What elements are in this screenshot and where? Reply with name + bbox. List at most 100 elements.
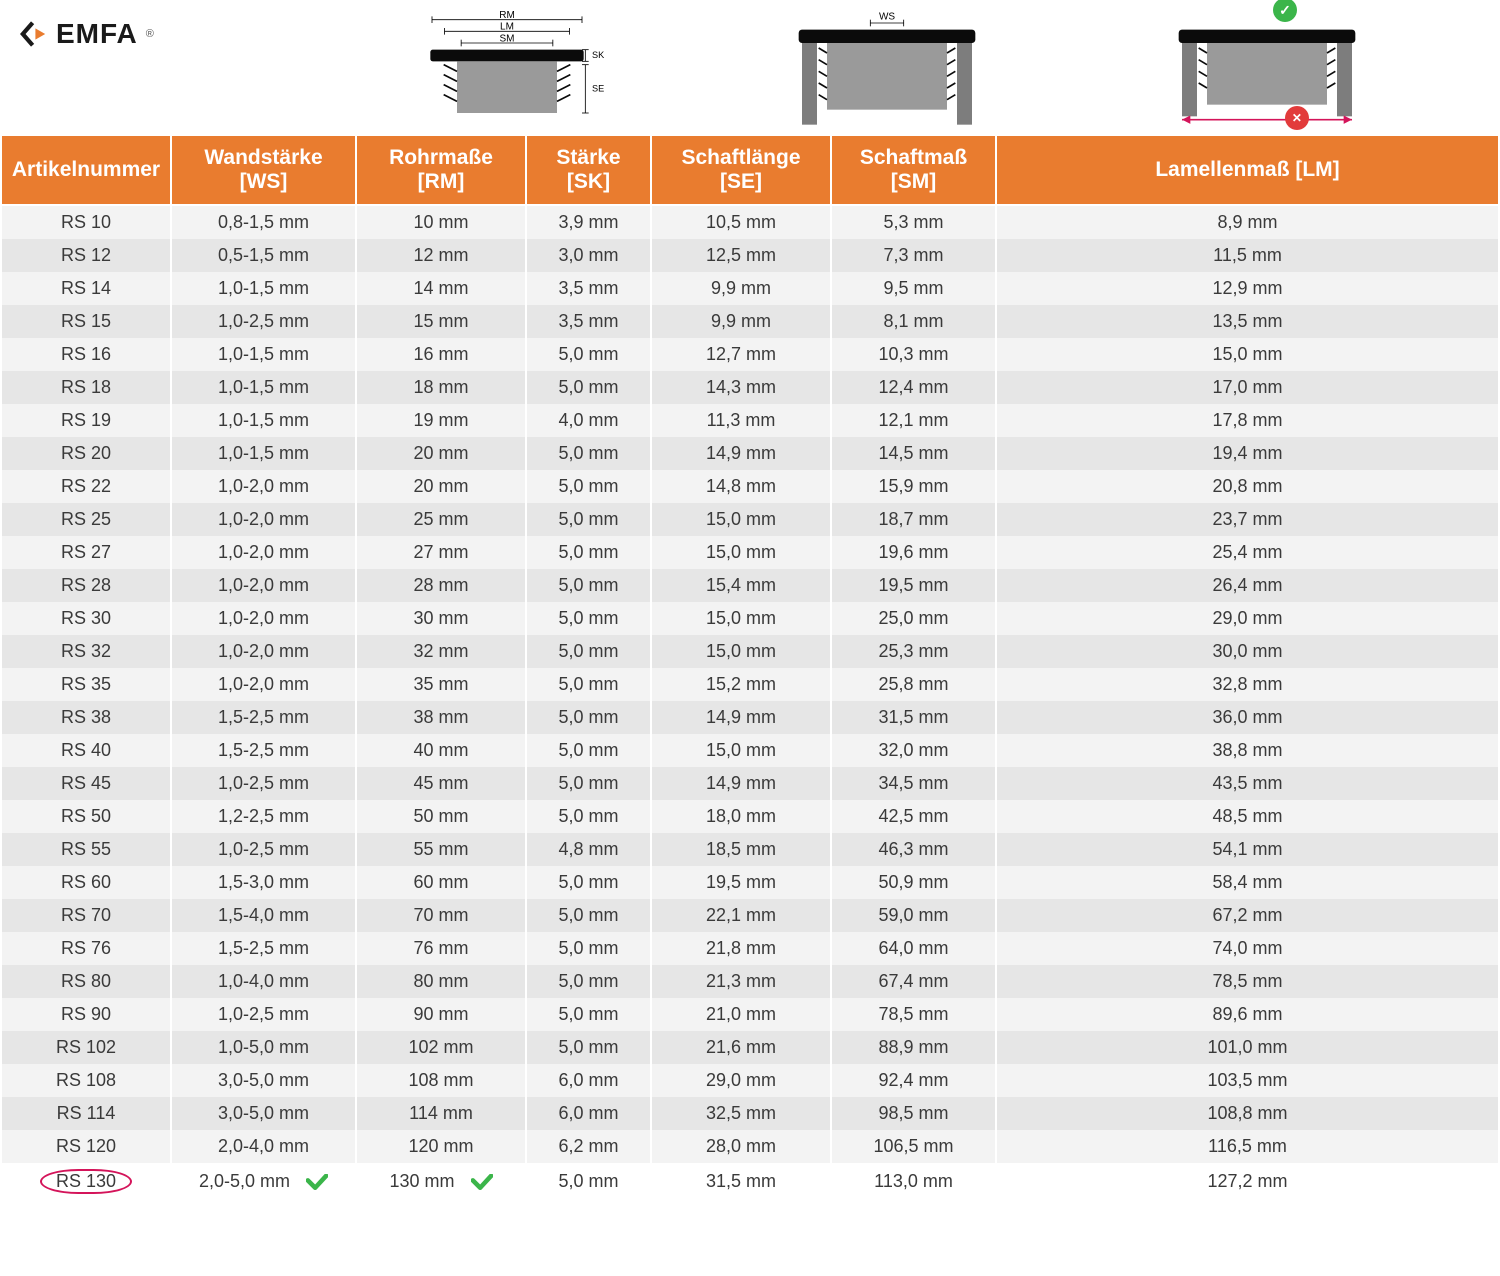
table-row: RS 321,0-2,0 mm32 mm5,0 mm15,0 mm25,3 mm… (1, 635, 1499, 668)
table-cell: 1,0-2,0 mm (171, 536, 356, 569)
table-cell: 78,5 mm (996, 965, 1499, 998)
table-cell: 1,0-2,5 mm (171, 767, 356, 800)
table-cell: 12,1 mm (831, 404, 996, 437)
table-cell: 14,5 mm (831, 437, 996, 470)
table-cell: 21,6 mm (651, 1031, 831, 1064)
table-cell: RS 55 (1, 833, 171, 866)
table-cell: 50,9 mm (831, 866, 996, 899)
table-cell: 18 mm (356, 371, 526, 404)
table-cell: 19 mm (356, 404, 526, 437)
table-cell: 25 mm (356, 503, 526, 536)
table-cell: 15,9 mm (831, 470, 996, 503)
table-row: RS 151,0-2,5 mm15 mm3,5 mm9,9 mm8,1 mm13… (1, 305, 1499, 338)
table-cell: 1,5-3,0 mm (171, 866, 356, 899)
table-cell: 67,4 mm (831, 965, 996, 998)
table-row: RS 1302,0-5,0 mm130 mm5,0 mm31,5 mm113,0… (1, 1163, 1499, 1200)
table-cell: 1,0-2,0 mm (171, 470, 356, 503)
table-cell: 35 mm (356, 668, 526, 701)
table-cell: 5,0 mm (526, 899, 651, 932)
table-cell: RS 108 (1, 1064, 171, 1097)
svg-text:RM: RM (499, 10, 515, 21)
table-cell: 70 mm (356, 899, 526, 932)
table-cell: RS 14 (1, 272, 171, 305)
table-cell: 25,3 mm (831, 635, 996, 668)
table-cell: 1,0-1,5 mm (171, 272, 356, 305)
table-cell: 5,3 mm (831, 205, 996, 239)
table-cell: 78,5 mm (831, 998, 996, 1031)
table-cell: 0,5-1,5 mm (171, 239, 356, 272)
table-cell: 15,0 mm (651, 503, 831, 536)
table-cell: 5,0 mm (526, 371, 651, 404)
table-cell: 4,8 mm (526, 833, 651, 866)
table-cell: 10 mm (356, 205, 526, 239)
table-cell: 127,2 mm (996, 1163, 1499, 1200)
table-cell: 74,0 mm (996, 932, 1499, 965)
table-cell: 3,5 mm (526, 272, 651, 305)
table-cell: 20 mm (356, 470, 526, 503)
table-row: RS 351,0-2,0 mm35 mm5,0 mm15,2 mm25,8 mm… (1, 668, 1499, 701)
table-cell: 5,0 mm (526, 437, 651, 470)
table-cell: 15,0 mm (996, 338, 1499, 371)
table-cell: 1,0-2,0 mm (171, 569, 356, 602)
table-cell: 90 mm (356, 998, 526, 1031)
table-cell: 1,0-2,0 mm (171, 503, 356, 536)
table-cell: 15,4 mm (651, 569, 831, 602)
table-row: RS 181,0-1,5 mm18 mm5,0 mm14,3 mm12,4 mm… (1, 371, 1499, 404)
table-cell: RS 38 (1, 701, 171, 734)
table-cell: 32,8 mm (996, 668, 1499, 701)
table-cell: 48,5 mm (996, 800, 1499, 833)
table-cell: RS 130 (1, 1163, 171, 1200)
table-cell: 32 mm (356, 635, 526, 668)
table-cell: 19,4 mm (996, 437, 1499, 470)
table-cell: 5,0 mm (526, 602, 651, 635)
table-cell: RS 80 (1, 965, 171, 998)
table-row: RS 801,0-4,0 mm80 mm5,0 mm21,3 mm67,4 mm… (1, 965, 1499, 998)
table-cell: 116,5 mm (996, 1130, 1499, 1163)
table-cell: RS 19 (1, 404, 171, 437)
table-cell: 45 mm (356, 767, 526, 800)
table-cell: 14,9 mm (651, 701, 831, 734)
table-cell: 40 mm (356, 734, 526, 767)
table-cell: 20,8 mm (996, 470, 1499, 503)
table-cell: 32,5 mm (651, 1097, 831, 1130)
table-cell: 18,0 mm (651, 800, 831, 833)
check-icon (306, 1174, 328, 1190)
table-cell: 5,0 mm (526, 503, 651, 536)
table-cell: 3,9 mm (526, 205, 651, 239)
table-cell: 6,0 mm (526, 1097, 651, 1130)
table-cell: 5,0 mm (526, 338, 651, 371)
table-cell: 5,0 mm (526, 800, 651, 833)
table-cell: 1,0-4,0 mm (171, 965, 356, 998)
table-cell: 1,0-1,5 mm (171, 338, 356, 371)
table-cell: 1,0-2,5 mm (171, 305, 356, 338)
table-cell: 102 mm (356, 1031, 526, 1064)
table-row: RS 120,5-1,5 mm12 mm3,0 mm12,5 mm7,3 mm1… (1, 239, 1499, 272)
table-cell: 31,5 mm (831, 701, 996, 734)
table-cell: RS 18 (1, 371, 171, 404)
table-cell: 1,2-2,5 mm (171, 800, 356, 833)
table-cell: 26,4 mm (996, 569, 1499, 602)
table-cell: 16 mm (356, 338, 526, 371)
table-cell: 1,0-1,5 mm (171, 437, 356, 470)
table-cell: 5,0 mm (526, 635, 651, 668)
table-cell: RS 27 (1, 536, 171, 569)
table-row: RS 100,8-1,5 mm10 mm3,9 mm10,5 mm5,3 mm8… (1, 205, 1499, 239)
table-cell: 15,0 mm (651, 734, 831, 767)
table-cell: RS 22 (1, 470, 171, 503)
table-cell: 15,0 mm (651, 536, 831, 569)
table-cell: 11,3 mm (651, 404, 831, 437)
table-cell: 58,4 mm (996, 866, 1499, 899)
table-row: RS 161,0-1,5 mm16 mm5,0 mm12,7 mm10,3 mm… (1, 338, 1499, 371)
table-cell: 6,0 mm (526, 1064, 651, 1097)
svg-text:SK: SK (592, 50, 604, 60)
table-cell: 18,5 mm (651, 833, 831, 866)
table-cell: 42,5 mm (831, 800, 996, 833)
table-cell: RS 76 (1, 932, 171, 965)
diagram-row: RM LM SM SK (294, 8, 1480, 128)
table-cell: 18,7 mm (831, 503, 996, 536)
table-cell: 5,0 mm (526, 998, 651, 1031)
table-cell: 43,5 mm (996, 767, 1499, 800)
table-cell: 1,5-4,0 mm (171, 899, 356, 932)
table-cell: 108,8 mm (996, 1097, 1499, 1130)
table-cell: 25,8 mm (831, 668, 996, 701)
